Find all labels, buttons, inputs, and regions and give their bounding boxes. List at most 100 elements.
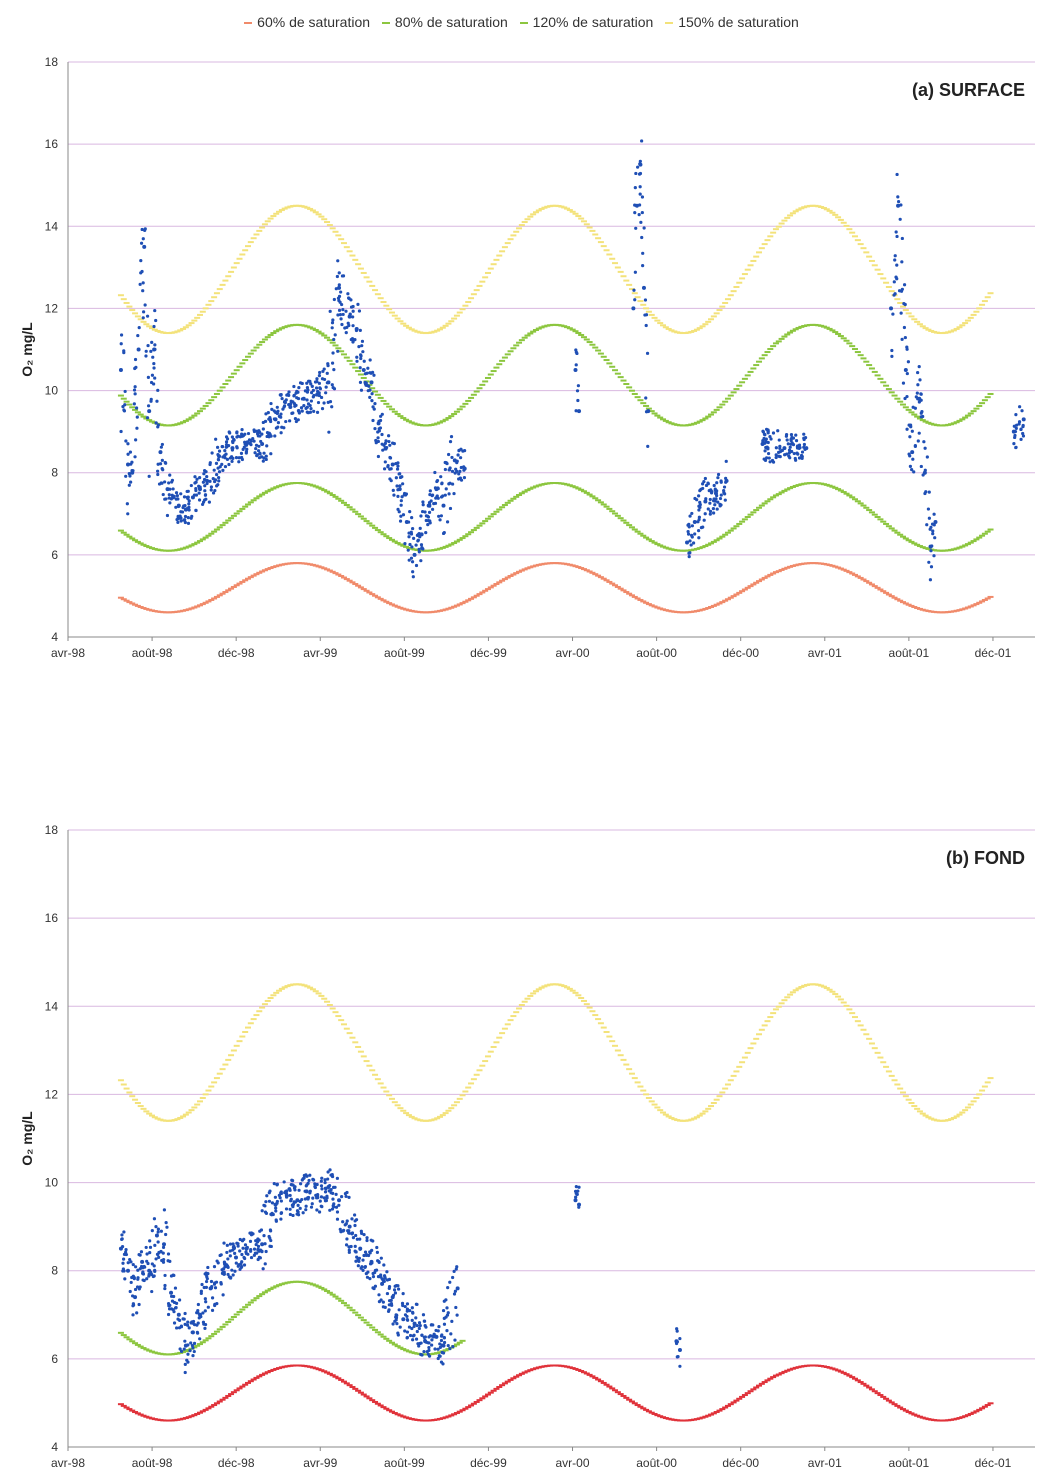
observed-point [802, 442, 807, 447]
observed-point [312, 393, 316, 398]
observed-point [351, 315, 355, 319]
observed-point [284, 419, 288, 424]
observed-point [176, 503, 181, 508]
observed-point [203, 484, 207, 488]
observed-point [804, 446, 809, 451]
observed-point [153, 347, 157, 351]
observed-point [153, 308, 157, 313]
observed-point [122, 1230, 126, 1234]
observed-point [426, 1352, 430, 1356]
observed-point [288, 1207, 292, 1211]
observed-point [646, 444, 650, 448]
observed-point [294, 403, 298, 407]
observed-point [889, 306, 894, 311]
observed-point [214, 461, 219, 465]
observed-point [407, 1325, 412, 1329]
observed-point [712, 511, 716, 515]
observed-point [122, 1252, 127, 1256]
y-tick-label: 8 [51, 466, 58, 480]
observed-point [134, 406, 139, 410]
observed-point [255, 1251, 259, 1255]
observed-point [800, 450, 805, 454]
observed-point [133, 1295, 138, 1300]
observed-point [704, 497, 708, 501]
observed-point [219, 1282, 223, 1286]
observed-point [907, 423, 911, 427]
observed-point [274, 410, 278, 415]
observed-point [702, 479, 706, 484]
observed-point [921, 414, 925, 419]
observed-point [643, 313, 647, 317]
observed-point [690, 524, 694, 528]
observed-point [383, 1276, 387, 1280]
observed-point [156, 1240, 160, 1244]
observed-point [190, 1330, 195, 1335]
observed-point [155, 399, 159, 403]
observed-point [255, 432, 260, 436]
observed-point [901, 381, 906, 385]
observed-point [448, 1347, 452, 1351]
observed-point [161, 1260, 166, 1264]
observed-point [708, 501, 712, 505]
observed-point [150, 373, 155, 377]
observed-point [639, 220, 643, 224]
observed-point [933, 536, 937, 540]
observed-point [417, 550, 421, 554]
observed-point [783, 453, 787, 457]
observed-point [230, 1268, 234, 1272]
observed-point [160, 467, 164, 471]
observed-point [410, 560, 415, 564]
observed-point [450, 1319, 454, 1323]
observed-point [451, 1275, 455, 1280]
observed-point [211, 491, 216, 495]
observed-point [145, 1277, 149, 1281]
observed-point [158, 462, 163, 466]
observed-point [417, 1321, 422, 1325]
observed-point [457, 472, 461, 476]
observed-point [790, 449, 794, 454]
observed-point [302, 1173, 306, 1178]
observed-point [353, 1223, 357, 1228]
observed-point [146, 375, 150, 379]
observed-point [357, 1256, 362, 1260]
observed-point [313, 1184, 317, 1189]
observed-point [141, 316, 145, 320]
observed-point [407, 558, 411, 562]
observed-point [145, 314, 150, 318]
observed-point [902, 325, 907, 330]
observed-point [172, 1300, 177, 1305]
y-tick-label: 18 [45, 55, 59, 69]
observed-point [323, 1190, 328, 1194]
observed-point [447, 468, 451, 472]
observed-point [692, 541, 696, 545]
observed-point [257, 429, 261, 433]
observed-point [150, 1262, 154, 1266]
observed-point [453, 1289, 457, 1293]
observed-point [156, 1230, 160, 1234]
observed-point [309, 407, 313, 411]
observed-point [423, 510, 427, 514]
observed-point [686, 532, 691, 536]
observed-point [315, 1208, 319, 1212]
observed-point [172, 1294, 176, 1299]
observed-point [122, 408, 126, 412]
observed-point [306, 1195, 311, 1200]
observed-point [126, 512, 130, 516]
observed-point [421, 1313, 426, 1317]
observed-point [165, 513, 170, 518]
observed-point [410, 1318, 414, 1322]
observed-point [403, 542, 407, 546]
observed-point [782, 446, 787, 451]
observed-point [698, 500, 702, 505]
observed-point [448, 440, 453, 444]
observed-point [301, 1211, 305, 1215]
observed-point [128, 1257, 132, 1262]
observed-point [359, 353, 363, 357]
observed-point [908, 435, 912, 439]
observed-point [272, 1181, 276, 1186]
observed-point [803, 436, 808, 440]
observed-point [919, 464, 923, 469]
y-tick-label: 6 [51, 1352, 58, 1366]
observed-point [234, 456, 239, 460]
observed-point [233, 1269, 237, 1273]
